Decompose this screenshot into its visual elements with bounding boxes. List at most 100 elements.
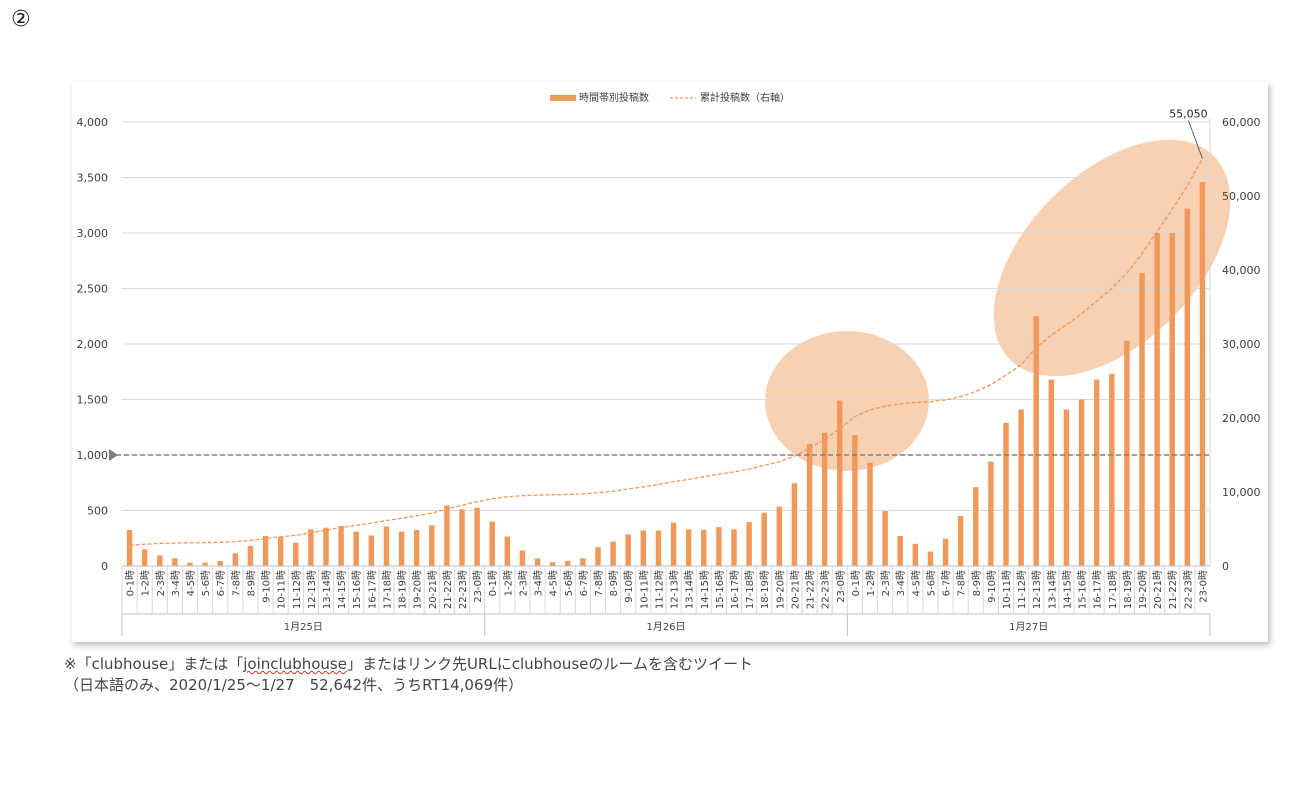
bar	[1048, 379, 1055, 566]
x-tick-label: 13-14時	[684, 570, 696, 609]
bar	[504, 536, 511, 566]
chart-panel: 0 500 1,000 1,500 2,000 2,500 3,000 3,500 4,000 0…	[72, 82, 1268, 642]
bar	[988, 461, 994, 566]
footnote-underlined: joinclubhouse	[243, 655, 347, 673]
bar	[353, 531, 359, 566]
x-tick-label: 7-8時	[230, 570, 242, 596]
x-tick-label: 7-8時	[593, 570, 605, 596]
legend-line-label: 累計投稿数（右軸）	[700, 91, 790, 104]
bar	[444, 505, 450, 566]
x-tick-label: 1-2時	[140, 570, 152, 596]
bar	[293, 542, 299, 566]
bar	[731, 529, 737, 566]
y-tick-label: 3,500	[77, 172, 109, 185]
reference-line-layer	[109, 449, 1210, 461]
axes: 0 500 1,000 1,500 2,000 2,500 3,000 3,500 4,000 0…	[77, 116, 1261, 636]
x-tick-label: 22-23時	[1182, 570, 1194, 609]
x-tick-label: 5-6時	[200, 570, 212, 596]
x-tick-label: 3-4時	[533, 570, 545, 596]
bar	[474, 507, 480, 566]
x-tick-label: 15-16時	[1077, 570, 1089, 609]
x-tick-label: 18-19時	[1122, 570, 1134, 609]
bar	[1154, 233, 1160, 566]
x-tick-label: 5-6時	[925, 570, 937, 596]
x-tick-label: 18-19時	[759, 570, 771, 609]
bar	[640, 530, 647, 566]
group-label: 1月26日	[646, 621, 685, 633]
x-tick-label: 4-5時	[910, 570, 922, 596]
bar	[308, 529, 314, 566]
bar	[323, 527, 329, 566]
y2-tick-label: 60,000	[1222, 116, 1261, 129]
bar	[398, 531, 405, 566]
bar	[927, 551, 934, 566]
x-tick-label: 4-5時	[548, 570, 560, 596]
bar	[912, 543, 919, 566]
x-tick-label: 17-18時	[1107, 570, 1119, 609]
bar	[882, 511, 888, 566]
x-tick-label: 16-17時	[729, 570, 741, 609]
x-tick-label: 9-10時	[261, 570, 273, 603]
x-tick-label: 2-3時	[155, 570, 167, 596]
bar	[806, 443, 813, 566]
bar	[625, 534, 631, 566]
bar	[685, 529, 692, 566]
bar	[852, 435, 858, 566]
x-tick-label: 21-22時	[442, 570, 454, 609]
x-tick-label: 17-18時	[744, 570, 756, 609]
x-tick-label: 22-23時	[457, 570, 469, 609]
x-tick-label: 11-12時	[653, 570, 665, 609]
x-tick-label: 12-13時	[1031, 570, 1043, 609]
y-tick-label: 2,500	[77, 283, 109, 296]
x-tick-label: 4-5時	[185, 570, 197, 596]
annotation-leader	[1188, 120, 1203, 159]
x-tick-label: 8-9時	[245, 570, 257, 596]
x-tick-label: 14-15時	[699, 570, 711, 609]
y-tick-label: 1,000	[77, 449, 109, 462]
x-tick-label: 6-7時	[941, 570, 953, 596]
bar	[1078, 399, 1085, 566]
bar	[1093, 379, 1100, 566]
x-tick-label: 12-13時	[669, 570, 681, 609]
bar	[670, 522, 677, 566]
x-tick-label: 11-12時	[1016, 570, 1028, 609]
chart-svg: 0 500 1,000 1,500 2,000 2,500 3,000 3,500 4,000 0…	[77, 91, 1261, 636]
line-series	[129, 158, 1203, 546]
bar	[776, 506, 783, 566]
bar	[565, 561, 571, 566]
group-label: 1月25日	[284, 621, 323, 633]
bar	[867, 462, 873, 566]
x-tick-label: 2-3時	[517, 570, 529, 596]
x-tick-label: 15-16時	[714, 570, 726, 609]
bar	[519, 550, 526, 566]
x-tick-label: 23-0時	[472, 570, 484, 603]
bar	[459, 509, 465, 566]
x-tick-label: 6-7時	[578, 570, 590, 596]
x-tick-label: 1-2時	[865, 570, 877, 596]
legend-bar-swatch	[550, 95, 576, 101]
y2-tick-label: 40,000	[1222, 264, 1261, 277]
footnote-prefix: ※「clubhouse」または「	[64, 655, 244, 673]
gridlines	[122, 121, 1210, 567]
y-tick-label: 3,000	[77, 227, 109, 240]
footnote-suffix: 」またはリンク先URLにclubhouseのルームを含むツイート	[346, 655, 753, 673]
y2-tick-label: 0	[1222, 560, 1229, 573]
bar	[141, 549, 148, 566]
highlight-ellipse-2	[993, 139, 1231, 377]
bar	[172, 558, 178, 566]
x-tick-label: 19-20時	[1137, 570, 1149, 609]
bar	[1199, 181, 1206, 566]
bar	[1184, 208, 1191, 566]
footnote-line-1: ※「clubhouse」または「joinclubhouse」またはリンク先URL…	[64, 654, 753, 675]
y-tick-label: 4,000	[77, 116, 109, 129]
x-tick-label: 10-11時	[1001, 570, 1013, 609]
x-tick-label: 6-7時	[215, 570, 227, 596]
x-tick-label: 3-4時	[895, 570, 907, 596]
bar	[701, 529, 707, 566]
y-tick-label: 0	[101, 560, 108, 573]
bar	[580, 558, 586, 566]
x-tick-label: 23-0時	[1197, 570, 1209, 603]
bar	[1003, 422, 1009, 566]
bar	[157, 555, 163, 566]
x-tick-label: 13-14時	[321, 570, 333, 609]
